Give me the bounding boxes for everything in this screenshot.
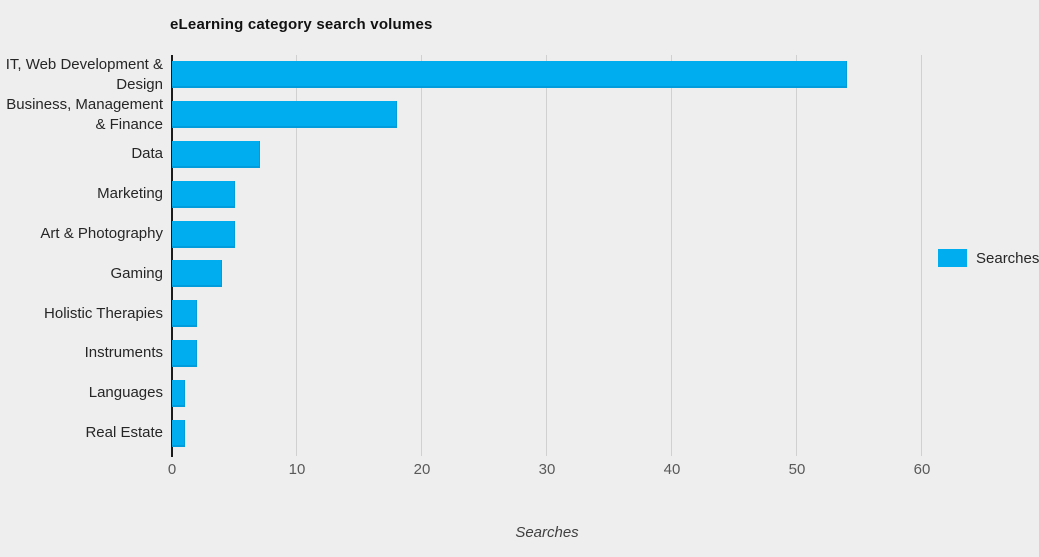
legend[interactable]: Searches xyxy=(938,249,1039,267)
x-tick-label: 0 xyxy=(167,461,177,478)
category-label: Real Estate xyxy=(85,424,163,442)
x-tick-label: 60 xyxy=(913,461,931,478)
gridline xyxy=(921,55,922,456)
bar[interactable] xyxy=(172,141,260,168)
gridline xyxy=(671,55,672,456)
category-label: Data xyxy=(131,145,163,163)
bar[interactable] xyxy=(172,180,235,208)
bar[interactable] xyxy=(172,61,847,89)
bar[interactable] xyxy=(172,220,235,248)
bar[interactable] xyxy=(172,300,197,328)
category-label: Business, Management & Finance xyxy=(6,95,163,133)
category-label: Instruments xyxy=(84,344,163,362)
gridline xyxy=(421,55,422,456)
gridline xyxy=(546,55,547,456)
bar[interactable] xyxy=(172,419,185,447)
bar[interactable] xyxy=(172,379,185,407)
legend-label: Searches xyxy=(976,249,1039,267)
x-tick-label: 40 xyxy=(663,461,681,478)
gridline xyxy=(796,55,797,456)
x-tick-label: 50 xyxy=(788,461,806,478)
bar[interactable] xyxy=(172,340,197,367)
x-axis-title: Searches xyxy=(515,524,579,541)
x-tick-label: 30 xyxy=(538,461,556,478)
plot-area xyxy=(172,55,952,456)
y-axis-labels: IT, Web Development & Design Business, Ma… xyxy=(0,55,168,453)
bar[interactable] xyxy=(172,260,222,288)
category-label: Marketing xyxy=(97,185,163,203)
category-label: Gaming xyxy=(110,264,163,282)
category-label: Languages xyxy=(88,384,163,402)
category-label: Holistic Therapies xyxy=(44,304,163,322)
x-tick-label: 20 xyxy=(413,461,431,478)
x-tick-label: 10 xyxy=(288,461,306,478)
category-label: Art & Photography xyxy=(40,225,163,243)
gridline xyxy=(296,55,297,456)
bar[interactable] xyxy=(172,101,397,129)
y-axis-line xyxy=(171,55,173,457)
legend-swatch-icon xyxy=(938,249,967,267)
chart-title: eLearning category search volumes xyxy=(170,16,433,33)
category-label: IT, Web Development & Design xyxy=(5,55,163,93)
